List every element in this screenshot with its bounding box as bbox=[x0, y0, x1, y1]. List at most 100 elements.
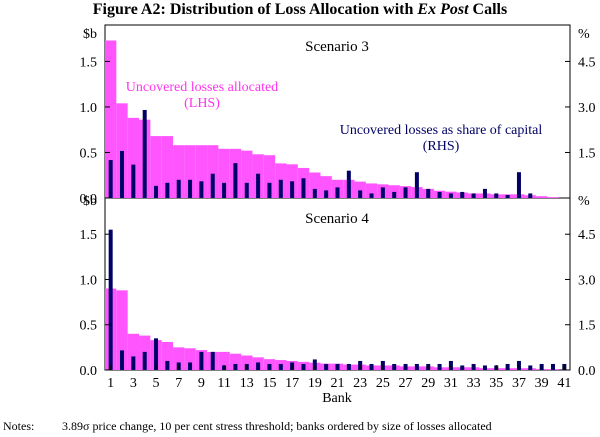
scenario-3-loss-bar-8 bbox=[184, 145, 196, 198]
scenario-3-share-bar-34 bbox=[482, 188, 487, 198]
scenario-4-share-bar-38 bbox=[528, 365, 533, 370]
scenario-3-share-bar-5 bbox=[154, 185, 159, 198]
scenario-4-loss-bars bbox=[105, 288, 559, 370]
x-tick-label: 35 bbox=[489, 376, 503, 391]
x-tick-label: 29 bbox=[421, 376, 435, 391]
annotation-lhs-line1: Uncovered losses allocated bbox=[126, 80, 278, 95]
panel-scenario-3: 0.0 0.5 1.0 1.5 1.5 3.0 4.5 Scenario 3 $b % Un… bbox=[80, 27, 596, 207]
scenario-3-share-bar-13 bbox=[244, 182, 249, 198]
scenario-4-share-bar-1 bbox=[108, 229, 113, 370]
scenario-3-share-bar-9 bbox=[199, 181, 204, 198]
scenario-4-share-bar-8 bbox=[188, 362, 193, 370]
scenario-4-loss-bar-8 bbox=[184, 348, 196, 370]
scenario-3-loss-bar-11 bbox=[218, 148, 230, 198]
scenario-4-loss-bar-7 bbox=[173, 347, 185, 370]
x-axis-ticks: 1 3 5 7 9 11 13 15 17 19 21 23 25 27 29 31 33 35 37 39 41 bbox=[107, 365, 571, 391]
x-tick-label: 11 bbox=[217, 376, 230, 391]
right-tick-label: 0.0 bbox=[578, 364, 596, 379]
scenario-4-share-bar-20 bbox=[324, 363, 329, 370]
left-tick-label: 1.5 bbox=[80, 55, 98, 70]
scenario-4-share-bar-4 bbox=[142, 351, 147, 370]
scenario-3-share-bar-10 bbox=[210, 173, 215, 198]
scenario-3-share-bar-7 bbox=[176, 179, 181, 198]
scenario-4-share-bar-24 bbox=[369, 363, 374, 370]
scenario-3-loss-bar-24 bbox=[365, 183, 378, 198]
scenario-3-share-bar-22 bbox=[346, 170, 351, 198]
scenario-3-right-unit: % bbox=[578, 27, 590, 42]
scenario-3-share-bar-6 bbox=[165, 182, 170, 198]
scenario-4-share-bar-6 bbox=[165, 360, 170, 370]
scenario-4-share-bar-10 bbox=[210, 351, 215, 370]
x-tick-label: 37 bbox=[512, 376, 526, 391]
scenario-3-share-bar-15 bbox=[267, 182, 272, 198]
scenario-3-share-bar-16 bbox=[278, 179, 283, 198]
x-tick-label: 7 bbox=[175, 376, 182, 391]
x-tick-label: 23 bbox=[353, 376, 367, 391]
scenario-4-left-unit: $b bbox=[83, 194, 97, 209]
x-tick-label: 19 bbox=[308, 376, 322, 391]
scenario-3-share-bar-29 bbox=[426, 188, 431, 198]
x-axis-label: Bank bbox=[322, 391, 352, 406]
scenario-3-loss-bar-13 bbox=[241, 150, 253, 198]
right-tick-label: 1.5 bbox=[578, 319, 596, 334]
x-tick-label: 5 bbox=[153, 376, 160, 391]
scenario-3-share-bar-28 bbox=[414, 172, 419, 198]
left-tick-label: 0.5 bbox=[80, 319, 98, 334]
scenario-3-loss-bar-19 bbox=[309, 172, 321, 198]
scenario-4-share-bar-28 bbox=[414, 363, 419, 370]
scenario-3-share-bar-19 bbox=[312, 188, 317, 198]
scenario-3-loss-bar-23 bbox=[354, 181, 366, 198]
right-tick-label: 1.5 bbox=[578, 146, 596, 161]
scenario-3-share-bar-2 bbox=[120, 150, 125, 198]
scenario-3-loss-bar-6 bbox=[161, 136, 174, 198]
figure-title-prefix: Figure A2: Distribution of Loss Allocati… bbox=[93, 1, 418, 18]
scenario-3-share-bar-24 bbox=[369, 193, 374, 198]
scenario-3-loss-bar-17 bbox=[286, 164, 298, 198]
x-tick-label: 25 bbox=[376, 376, 390, 391]
x-tick-label: 41 bbox=[557, 376, 571, 391]
x-tick-label: 13 bbox=[240, 376, 254, 391]
scenario-3-share-bar-35 bbox=[494, 193, 499, 198]
scenario-4-share-bar-34 bbox=[482, 365, 487, 370]
scenario-3-loss-bar-10 bbox=[207, 145, 219, 198]
scenario-4-loss-bar-6 bbox=[161, 341, 174, 370]
scenario-3-share-bar-18 bbox=[301, 178, 306, 198]
scenario-3-y-ticks: 0.0 0.5 1.0 1.5 1.5 3.0 4.5 bbox=[80, 55, 596, 207]
left-tick-label: 1.0 bbox=[80, 101, 98, 116]
scenario-3-share-bar-36 bbox=[505, 194, 510, 198]
annotation-lhs-line2: (LHS) bbox=[184, 96, 220, 111]
scenario-4-loss-bar-12 bbox=[229, 353, 242, 370]
x-tick-label: 27 bbox=[399, 376, 413, 391]
left-tick-label: 1.0 bbox=[80, 273, 98, 288]
scenario-4-share-bar-36 bbox=[505, 363, 510, 370]
scenario-3-share-bar-31 bbox=[448, 193, 453, 198]
x-tick-label: 31 bbox=[444, 376, 458, 391]
scenario-4-share-bar-5 bbox=[154, 338, 159, 370]
x-tick-label: 33 bbox=[467, 376, 481, 391]
left-tick-label: 1.5 bbox=[80, 228, 98, 243]
x-tick-label: 9 bbox=[198, 376, 205, 391]
scenario-3-share-bar-8 bbox=[188, 179, 193, 198]
scenario-3-share-bars bbox=[108, 109, 533, 198]
scenario-3-share-bar-11 bbox=[222, 182, 227, 198]
scenario-3-loss-bar-1 bbox=[105, 40, 117, 199]
scenario-3-loss-bar-40 bbox=[547, 197, 559, 198]
scenario-3-loss-bar-3 bbox=[127, 117, 140, 198]
left-tick-label: 0.0 bbox=[80, 192, 98, 207]
figure-title-italic: Ex Post bbox=[416, 1, 469, 18]
scenario-3-share-bar-23 bbox=[358, 190, 363, 198]
scenario-3-loss-bar-7 bbox=[173, 145, 185, 198]
scenario-4-right-unit: % bbox=[578, 194, 590, 209]
scenario-4-share-bar-9 bbox=[199, 351, 204, 370]
notes-text: 3.89σ price change, 10 per cent stress t… bbox=[62, 419, 492, 433]
scenario-4-share-bar-2 bbox=[120, 350, 125, 370]
scenario-3-share-bar-38 bbox=[528, 193, 533, 198]
scenario-4-share-bar-40 bbox=[550, 363, 555, 370]
scenario-3-share-bar-33 bbox=[471, 193, 476, 198]
figure-title-suffix: Calls bbox=[469, 1, 508, 18]
x-tick-label: 3 bbox=[130, 376, 137, 391]
scenario-4-share-bar-22 bbox=[346, 363, 351, 370]
scenario-3-share-bar-14 bbox=[256, 173, 261, 198]
scenario-4-loss-bar-2 bbox=[116, 290, 128, 370]
